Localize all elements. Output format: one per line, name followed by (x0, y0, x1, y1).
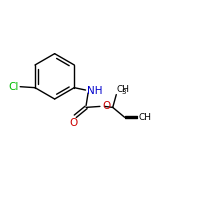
Text: NH: NH (87, 86, 103, 96)
Text: O: O (102, 101, 110, 111)
Text: 3: 3 (122, 89, 126, 95)
Text: O: O (69, 118, 77, 128)
Text: CH: CH (117, 85, 130, 94)
Text: Cl: Cl (9, 82, 19, 92)
Text: CH: CH (138, 113, 151, 122)
